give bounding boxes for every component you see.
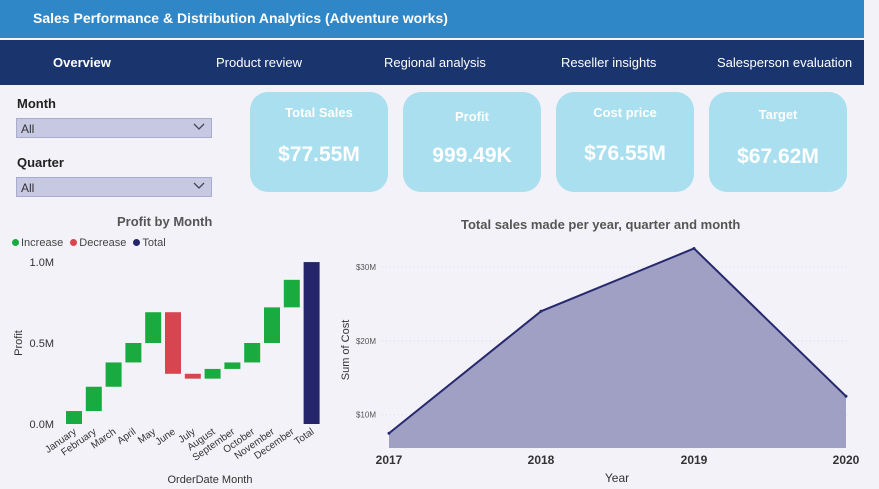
x-tick-label: Total xyxy=(293,426,317,447)
legend-item-total: Total xyxy=(133,237,166,249)
data-point-2018 xyxy=(539,309,543,313)
kpi-label: Profit xyxy=(455,109,489,124)
area-line xyxy=(388,247,847,435)
legend-item-decrease: Decrease xyxy=(70,237,126,249)
quarter-filter-label: Quarter xyxy=(17,155,64,170)
y-tick-label: 0.0M xyxy=(30,419,54,431)
waterfall-bar-september xyxy=(224,362,241,369)
waterfall-bar-november xyxy=(264,307,280,343)
x-tick-label: May xyxy=(136,426,158,446)
x-axis-title: Year xyxy=(605,471,629,485)
y-tick-label: $20M xyxy=(356,337,376,346)
waterfall-bar-october xyxy=(244,343,261,363)
profit-waterfall-chart: 0.0M0.5M1.0MProfitJanuaryFebruaryMarchAp… xyxy=(13,257,320,486)
kpi-value: $77.55M xyxy=(278,143,360,166)
area-fill xyxy=(389,248,846,448)
y-tick-label: 1.0M xyxy=(30,257,54,269)
x-tick-label: 2017 xyxy=(376,453,403,467)
kpi-label: Total Sales xyxy=(285,105,353,120)
month-filter-label: Month xyxy=(17,96,56,111)
chevron-down-icon xyxy=(193,123,205,130)
waterfall-bar-june xyxy=(165,312,181,374)
waterfall-bar-july xyxy=(184,373,201,379)
y-tick-label: $30M xyxy=(356,263,376,272)
waterfall-bar-december xyxy=(283,279,300,308)
tab-reseller-insights[interactable]: Reseller insights xyxy=(561,55,657,70)
y-tick-label: 0.5M xyxy=(30,338,54,350)
data-point-2019 xyxy=(692,246,696,250)
waterfall-bar-august xyxy=(204,368,221,379)
sales-area-chart: $10M $20M $30M Sum of Cost 2017 2018 2019 2020 Y… xyxy=(340,246,860,485)
x-tick-label: 2019 xyxy=(681,453,708,467)
kpi-value: $67.62M xyxy=(737,145,819,168)
sales-area-chart-title: Total sales made per year, quarter and m… xyxy=(461,217,741,232)
kpi-card-cost-price: Cost price $76.55M xyxy=(556,92,694,192)
data-point-2017 xyxy=(387,431,391,435)
tab-product-review[interactable]: Product review xyxy=(216,55,302,70)
dashboard-title: Sales Performance & Distribution Analyti… xyxy=(33,10,448,26)
legend-label: Increase xyxy=(21,237,64,249)
x-tick-label: 2020 xyxy=(833,453,860,467)
legend-label: Decrease xyxy=(79,237,127,249)
x-tick-label: 2018 xyxy=(528,453,555,467)
legend-item-increase: Increase xyxy=(12,237,63,249)
chevron-down-icon xyxy=(193,182,205,189)
kpi-value: 999.49K xyxy=(432,144,512,167)
y-axis-title: Profit xyxy=(13,330,25,356)
x-axis-title: OrderDate Month xyxy=(168,474,253,486)
waterfall-bar-march xyxy=(105,362,122,387)
profit-chart-title: Profit by Month xyxy=(117,214,213,229)
quarter-filter-value: All xyxy=(21,181,35,195)
tab-overview[interactable]: Overview xyxy=(53,55,111,70)
legend-label: Total xyxy=(142,237,166,249)
tab-salesperson-evaluation[interactable]: Salesperson evaluation xyxy=(717,55,853,70)
waterfall-bar-february xyxy=(85,386,102,412)
y-axis-title: Sum of Cost xyxy=(340,320,352,381)
kpi-card-total-sales: Total Sales $77.55M xyxy=(250,92,388,192)
kpi-value: $76.55M xyxy=(584,142,666,165)
y-tick-label: $10M xyxy=(356,411,376,420)
x-tick-label: April xyxy=(115,426,138,446)
title-bar: Sales Performance & Distribution Analyti… xyxy=(0,0,864,38)
x-tick-label: June xyxy=(154,426,178,448)
kpi-card-profit: Profit 999.49K xyxy=(403,92,541,192)
nav-bar: Overview Product review Regional analysi… xyxy=(0,40,864,85)
waterfall-bar-may xyxy=(145,312,162,343)
waterfall-bar-april xyxy=(125,343,142,363)
profit-chart-legend: Increase Decrease Total xyxy=(12,237,170,249)
quarter-filter-dropdown[interactable]: All xyxy=(16,177,212,197)
kpi-label: Target xyxy=(758,107,798,122)
data-point-2020 xyxy=(844,394,848,398)
month-filter-value: All xyxy=(21,122,35,136)
tab-regional-analysis[interactable]: Regional analysis xyxy=(384,55,486,70)
kpi-card-target: Target $67.62M xyxy=(709,92,847,192)
waterfall-bar-total xyxy=(303,262,320,424)
waterfall-bar-january xyxy=(66,411,82,424)
month-filter-dropdown[interactable]: All xyxy=(16,118,212,138)
kpi-label: Cost price xyxy=(593,105,657,120)
